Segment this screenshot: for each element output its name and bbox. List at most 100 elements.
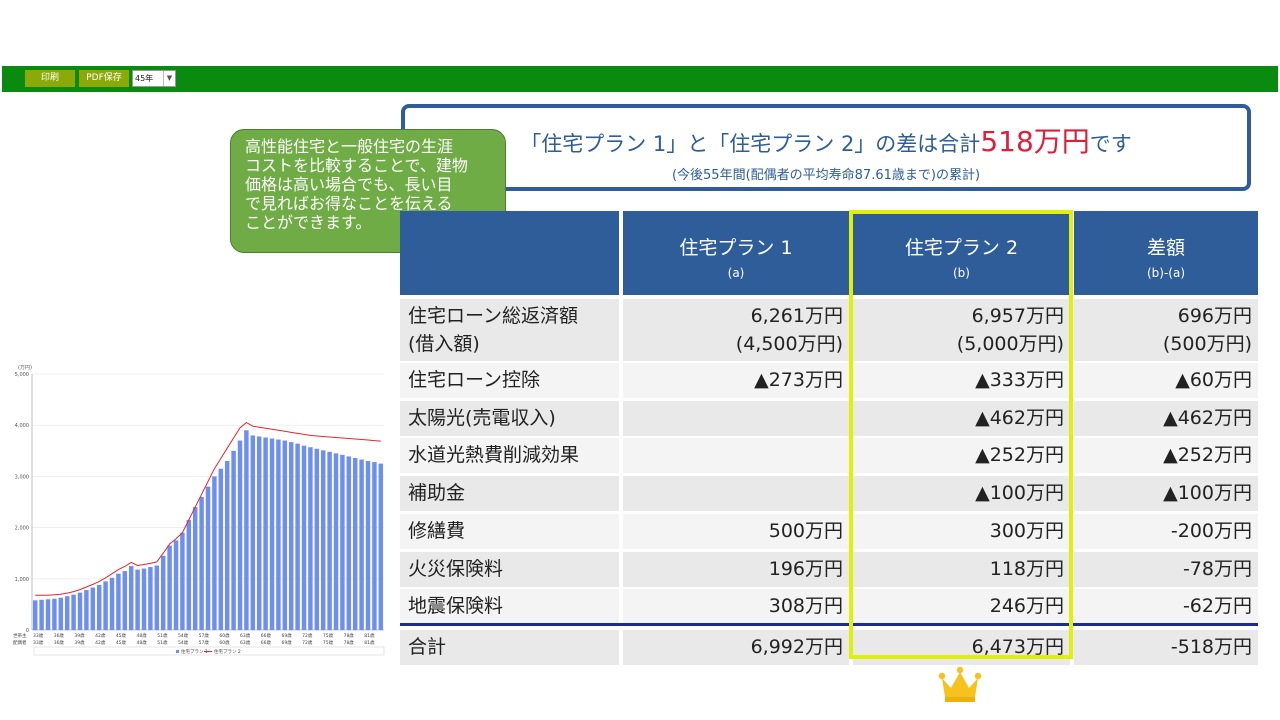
chart-xtick-label-spouse: 42歳 [95,639,106,646]
chart-bar [250,435,256,630]
cell-plan1: 196万円 [623,551,849,587]
header-diff-sub: (b)-(a) [1146,266,1186,280]
period-select[interactable]: 45年 ▼ [132,70,176,87]
table-row: 住宅ローン控除 ▲273万円 ▲333万円 ▲60万円 [400,363,1258,398]
cell-diff: ▲252万円 [1074,438,1258,474]
chart-bar [212,476,217,630]
cell-plan1: 308万円 [623,589,849,625]
header-plan1-sub: (a) [727,266,745,280]
chart-xtick-label-spouse: 81歳 [364,639,375,646]
chart-unit-label: (万円) [18,365,32,371]
chart-xtick-label: 39歳 [74,632,85,639]
chart-xtick-label: 54歳 [178,632,189,639]
cell-plan2: 246万円 [853,589,1070,625]
chart-bar [244,430,249,630]
row-label: 住宅ローン控除 [400,363,619,398]
chart-xtick-label: 42歳 [95,632,106,639]
chart-bar [96,584,102,630]
cell-diff: 696万円 (500万円) [1074,299,1258,361]
chart-legend-frame [33,646,385,656]
row-label: 住宅ローン総返済額 (借入額) [400,299,619,361]
chart-bar [103,581,108,630]
table-row: 水道光熱費削減効果 ▲252万円 ▲252万円 [400,438,1258,474]
chart-bar [116,573,121,630]
header-plan1-title: 住宅プラン 1 [679,237,793,259]
chart-bar [84,590,89,630]
chart-bar [167,545,172,630]
chart-bar [263,437,268,630]
chart-bar [186,519,192,630]
cell-plan2: 300万円 [853,513,1070,549]
summary-note: (今後55年間(配偶者の平均寿命87.61歳まで)の累計) [671,168,981,183]
chart-xtick-label-spouse: 78歳 [344,639,355,646]
chart-bar [64,596,70,630]
cell-plan1: 6,992万円 [623,629,849,665]
chart-bar [135,569,140,630]
pdf-save-button[interactable]: PDF保存 [79,70,129,87]
chart-xtick-label-spouse: 45歳 [116,639,127,646]
chart-bar [295,443,300,630]
chart-ytick-label: 0 [26,628,29,634]
chart-bar [122,571,128,630]
chart-ytick-label: 5,000 [15,372,29,378]
chart-xtick-label: 33歳 [33,632,44,639]
chart-xtick-label-spouse: 51歳 [157,639,168,646]
header-plan1: 住宅プラン 1 (a) [623,211,849,295]
chart-xtick-label-spouse: 54歳 [178,639,189,646]
header-blank [400,211,619,295]
chart-xtick-label: 69歳 [281,632,292,639]
chart-bar [288,442,294,630]
total-divider [400,623,1258,626]
chart-legend-plan2: 住宅プラン 2 [214,648,241,655]
header-diff-title: 差額 [1146,237,1185,259]
chart-row-label-spouse: 配偶者 [13,639,27,646]
chart-bar [282,440,288,630]
chart-xtick-label-spouse: 69歳 [281,639,292,646]
chart-xtick-label-spouse: 33歳 [33,639,44,646]
chart-row-label-head: 世帯主 [13,632,27,639]
chart-bar [218,468,224,630]
chart-ytick-label: 4,000 [15,423,29,429]
chart-bar [378,463,384,630]
row-label: 合計 [400,629,619,665]
chart-xtick-label: 45歳 [116,632,127,639]
chart-bar [90,587,96,630]
row-label: 地震保険料 [400,589,619,625]
chart-bar [160,555,166,630]
table-row: 太陽光(売電収入) ▲462万円 ▲462万円 [400,400,1258,436]
row-label-line2: (借入額) [408,333,480,355]
row-label-line1: 住宅ローン総返済額 [408,305,579,327]
chevron-down-icon: ▼ [163,71,175,86]
chart-bar [77,592,83,630]
header-diff: 差額 (b)-(a) [1074,211,1258,295]
chart-bar [192,507,198,630]
print-button[interactable]: 印刷 [25,70,75,87]
chart-bar [148,567,153,630]
header-plan2: 住宅プラン 2 (b) [853,211,1070,295]
chart-ytick-label: 1,000 [15,577,29,583]
chart-bar [346,456,352,630]
chart-bar [308,447,313,630]
chart-xtick-label: 57歳 [199,632,210,639]
cell-plan2-line1: 6,957万円 [971,305,1064,327]
chart-bar [224,461,230,630]
chart-bar [180,532,185,630]
row-label: 水道光熱費削減効果 [400,438,619,474]
cell-diff: -518万円 [1074,629,1258,665]
chart-line-plan2 [35,421,381,596]
chart-bar [71,594,76,630]
chart-bar [205,486,211,630]
cell-plan2: 6,957万円 (5,000万円) [853,299,1070,361]
chart-bar [333,453,339,630]
chart-bar [32,600,38,630]
chart-bar [352,457,358,630]
chart-xtick-label: 81歳 [364,632,375,639]
cell-diff: -78万円 [1074,551,1258,587]
chart-xtick-label: 60歳 [219,632,230,639]
chart-bar [359,459,364,630]
chart-bar [372,462,377,630]
cell-plan2: 118万円 [853,551,1070,587]
cell-plan1: 6,261万円 (4,500万円) [623,299,849,361]
chart-xtick-label: 63歳 [240,632,251,639]
summary-box: 「住宅プラン 1」と「住宅プラン 2」の差は合計518万円です (今後55年間(… [401,104,1251,191]
